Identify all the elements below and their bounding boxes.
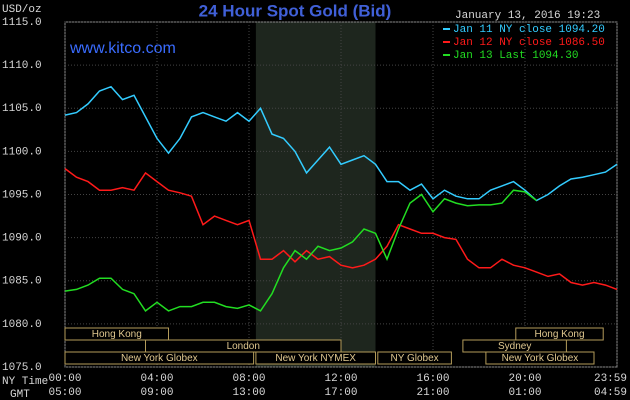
watermark: www.kitco.com <box>69 40 176 57</box>
x-tick-label: 20:00 <box>508 373 541 385</box>
session-label: Hong Kong <box>92 329 142 340</box>
shade-band <box>255 22 376 367</box>
legend-label: Jan 12 NY close 1086.50 <box>453 37 605 49</box>
session-box <box>64 351 255 365</box>
y-tick-label: 1095.0 <box>2 189 42 201</box>
session-box <box>485 351 595 365</box>
date-label: January 13, 2016 19:23 <box>455 10 600 22</box>
y-tick-label: 1110.0 <box>2 60 42 72</box>
session-label: New York NYMEX <box>275 353 356 364</box>
series-line <box>64 85 618 202</box>
y-tick-label: 1085.0 <box>2 276 42 288</box>
x-axis-label: NY Time <box>2 376 48 388</box>
y-axis-label: USD/oz <box>2 4 42 16</box>
x-tick-label: 12:00 <box>324 373 357 385</box>
x2-tick-label: 09:00 <box>140 387 173 399</box>
x2-tick-label: 17:00 <box>324 387 357 399</box>
session-label: New York Globex <box>502 353 579 364</box>
session-box <box>255 351 376 365</box>
session-box <box>64 327 169 341</box>
x2-tick-label: 01:00 <box>508 387 541 399</box>
x-tick-label: 04:00 <box>140 373 173 385</box>
session-label: London <box>227 341 260 352</box>
session-label: New York Globex <box>121 353 198 364</box>
x-tick-label: 23:59 <box>594 373 627 385</box>
chart-title: 24 Hour Spot Gold (Bid) <box>199 1 392 20</box>
y-tick-label: 1100.0 <box>2 146 42 158</box>
series-line <box>64 167 618 291</box>
x2-tick-label: 21:00 <box>416 387 449 399</box>
session-box <box>377 351 452 365</box>
x2-axis-label: GMT <box>10 389 30 400</box>
y-tick-label: 1075.0 <box>2 362 42 374</box>
series-line <box>64 189 537 312</box>
session-label: Hong Kong <box>534 329 584 340</box>
legend-label: Jan 11 NY close 1094.20 <box>453 24 605 36</box>
session-label: Sydney <box>498 341 531 352</box>
x2-tick-label: 04:59 <box>594 387 627 399</box>
y-tick-label: 1105.0 <box>2 103 42 115</box>
y-tick-label: 1115.0 <box>2 17 42 29</box>
x-tick-label: 08:00 <box>232 373 265 385</box>
x2-tick-label: 13:00 <box>232 387 265 399</box>
x-tick-label: 16:00 <box>416 373 449 385</box>
y-tick-label: 1080.0 <box>2 319 42 331</box>
legend-label: Jan 13 Last 1094.30 <box>453 50 578 62</box>
session-label: NY Globex <box>391 353 439 364</box>
y-tick-label: 1090.0 <box>2 233 42 245</box>
x-tick-label: 00:00 <box>48 373 81 385</box>
x2-tick-label: 05:00 <box>48 387 81 399</box>
